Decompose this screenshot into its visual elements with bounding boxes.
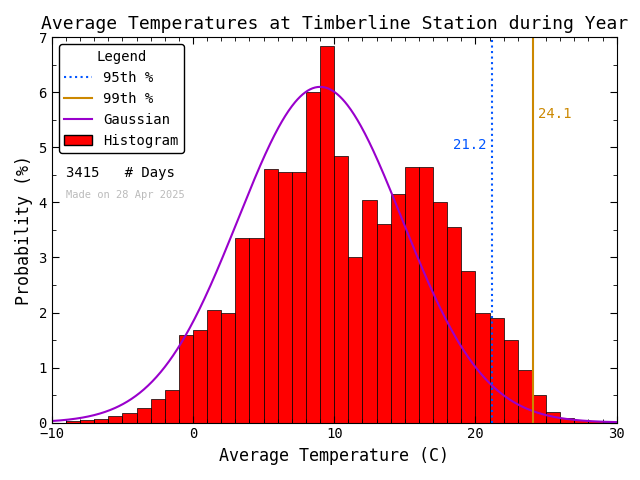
Bar <box>136 408 150 422</box>
Bar <box>532 395 546 422</box>
Bar <box>94 419 108 422</box>
Text: 3415   # Days: 3415 # Days <box>66 167 175 180</box>
Bar <box>447 227 461 422</box>
Bar <box>433 203 447 422</box>
Bar <box>574 420 588 422</box>
Bar <box>320 46 334 422</box>
Bar <box>419 167 433 422</box>
Bar <box>348 257 362 422</box>
Bar <box>588 421 602 422</box>
Bar <box>264 169 278 422</box>
Bar <box>490 318 504 422</box>
Bar <box>405 167 419 422</box>
Bar <box>292 172 306 422</box>
Bar <box>179 335 193 422</box>
X-axis label: Average Temperature (C): Average Temperature (C) <box>220 447 449 465</box>
Text: 21.2: 21.2 <box>453 138 486 152</box>
Y-axis label: Probability (%): Probability (%) <box>15 155 33 305</box>
Bar <box>193 330 207 422</box>
Bar <box>476 312 490 422</box>
Bar <box>504 340 518 422</box>
Bar <box>376 225 390 422</box>
Bar <box>108 416 122 422</box>
Title: Average Temperatures at Timberline Station during Year: Average Temperatures at Timberline Stati… <box>40 15 628 33</box>
Bar <box>221 312 236 422</box>
Bar <box>461 271 476 422</box>
Bar <box>546 411 560 422</box>
Bar <box>334 156 348 422</box>
Legend: 95th %, 99th %, Gaussian, Histogram: 95th %, 99th %, Gaussian, Histogram <box>59 44 184 153</box>
Bar <box>80 420 94 422</box>
Bar <box>560 418 574 422</box>
Text: 24.1: 24.1 <box>538 108 571 121</box>
Bar <box>518 370 532 422</box>
Bar <box>207 310 221 422</box>
Text: Made on 28 Apr 2025: Made on 28 Apr 2025 <box>66 190 185 200</box>
Bar <box>164 390 179 422</box>
Bar <box>306 92 320 422</box>
Bar <box>66 421 80 422</box>
Bar <box>250 238 264 422</box>
Bar <box>362 200 376 422</box>
Bar <box>390 194 405 422</box>
Bar <box>122 413 136 422</box>
Bar <box>278 172 292 422</box>
Bar <box>150 399 164 422</box>
Bar <box>236 238 250 422</box>
